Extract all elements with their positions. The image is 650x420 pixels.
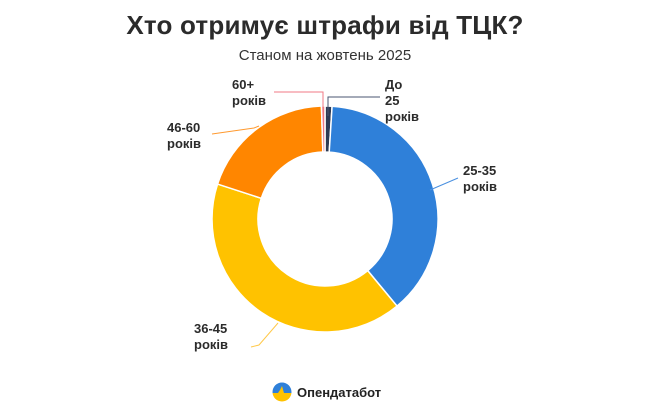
label-60plus: 60+ років xyxy=(232,77,266,109)
leader-line-25-35 xyxy=(429,177,459,191)
chart-subtitle: Станом на жовтень 2025 xyxy=(238,47,412,64)
label-46-60: 46-60 років xyxy=(167,120,201,152)
label-36-45: 36-45 років xyxy=(194,321,228,353)
donut-slice xyxy=(328,105,439,307)
label-text: 25 xyxy=(385,93,400,108)
chart-title: Хто отримує штрафи від ТЦК? xyxy=(126,10,524,40)
label-text: років xyxy=(385,109,419,124)
donut-slice xyxy=(211,183,398,333)
leader-line-36-45 xyxy=(250,322,279,348)
leader-line-46-60 xyxy=(211,125,260,135)
brand-footer: Опендатабот xyxy=(272,382,381,402)
donut-slice xyxy=(320,105,326,153)
label-text: 25-35 xyxy=(463,163,497,178)
brand-name: Опендатабот xyxy=(297,384,382,400)
label-text: років xyxy=(463,179,497,194)
opendatabot-logo-icon xyxy=(272,382,292,402)
donut-slice xyxy=(216,105,324,200)
donut-slices xyxy=(211,105,439,333)
label-text: років xyxy=(167,136,201,151)
label-under25: До 25 років xyxy=(385,77,419,125)
label-25-35: 25-35 років xyxy=(463,163,497,195)
label-text: 60+ xyxy=(232,77,255,92)
label-text: 36-45 xyxy=(194,321,228,336)
label-text: років xyxy=(194,337,228,352)
label-text: До xyxy=(385,77,403,92)
label-text: 46-60 xyxy=(167,120,201,135)
leader-line-under25 xyxy=(327,96,380,116)
leader-line-60plus xyxy=(274,91,324,112)
label-text: років xyxy=(232,93,266,108)
